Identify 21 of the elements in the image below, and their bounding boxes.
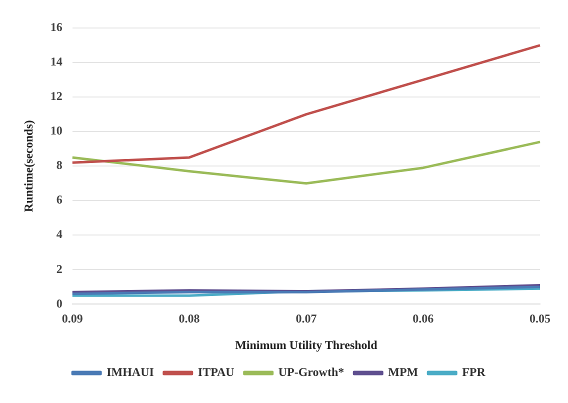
x-axis-title: Minimum Utility Threshold — [235, 338, 378, 352]
y-axis-title: Runtime(seconds) — [21, 120, 36, 212]
x-tick-label: 0.06 — [412, 311, 434, 326]
legend-label: IMHAUI — [106, 365, 154, 380]
legend-label: MPM — [388, 365, 418, 380]
legend-label: ITPAU — [198, 365, 235, 380]
y-tick-label: 2 — [56, 262, 62, 276]
y-tick-label: 16 — [50, 20, 62, 34]
y-tick-label: 14 — [50, 54, 62, 69]
x-tick-label: 0.08 — [178, 311, 200, 326]
legend-label: UP-Growth* — [278, 365, 344, 380]
y-tick-label: 4 — [56, 227, 62, 242]
y-tick-label: 8 — [56, 158, 62, 172]
x-tick-label: 0.05 — [530, 311, 550, 326]
x-tick-label: 0.09 — [62, 311, 83, 326]
y-tick-label: 0 — [56, 296, 62, 310]
legend-label: FPR — [462, 365, 486, 380]
y-tick-label: 10 — [50, 124, 62, 138]
y-tick-label: 6 — [56, 192, 62, 207]
y-tick-label: 12 — [50, 89, 62, 104]
x-tick-label: 0.07 — [296, 311, 317, 326]
